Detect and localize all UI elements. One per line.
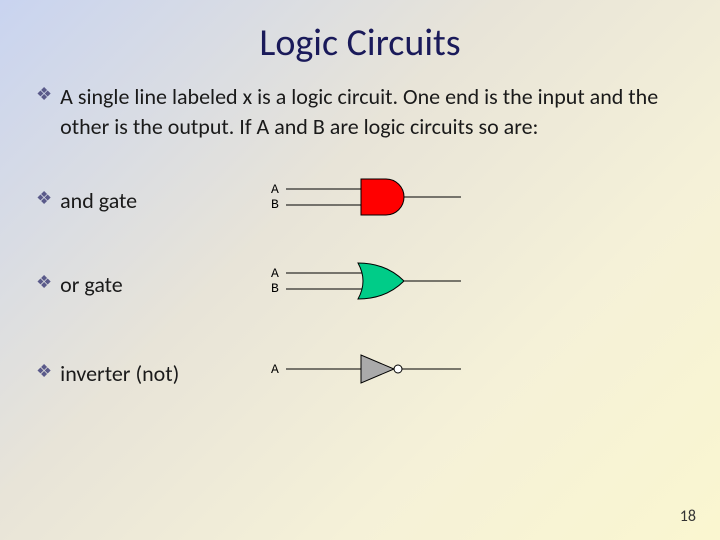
and-gate-label-wrap: ❖ and gate — [36, 186, 266, 216]
or-gate-body — [358, 263, 404, 299]
intro-text: A single line labeled x is a logic circu… — [60, 82, 684, 141]
and-gate-icon: A B — [266, 175, 496, 225]
and-gate-row: ❖ and gate A B — [36, 175, 684, 225]
and-input-b: B — [271, 197, 279, 212]
not-gate-body — [361, 355, 394, 383]
or-gate-label-wrap: ❖ or gate — [36, 270, 266, 300]
not-gate-label-wrap: ❖ inverter (not) — [36, 359, 266, 389]
intro-bullet: ❖ A single line labeled x is a logic cir… — [36, 82, 684, 141]
not-input-a: A — [271, 362, 279, 377]
or-input-a: A — [271, 266, 279, 281]
bullet-icon: ❖ — [36, 82, 52, 106]
bullet-icon: ❖ — [36, 270, 52, 294]
not-bubble-icon — [394, 365, 402, 373]
page-title: Logic Circuits — [36, 20, 684, 66]
not-gate-row: ❖ inverter (not) A — [36, 353, 684, 393]
and-gate-label: and gate — [60, 186, 137, 216]
not-gate-icon: A — [266, 353, 496, 393]
bullet-icon: ❖ — [36, 359, 52, 383]
or-gate-row: ❖ or gate A B — [36, 259, 684, 309]
or-gate-icon: A B — [266, 259, 496, 309]
and-gate-body — [361, 179, 404, 215]
or-input-b: B — [271, 281, 279, 296]
bullet-icon: ❖ — [36, 186, 52, 210]
page-number: 18 — [680, 507, 696, 526]
and-input-a: A — [271, 182, 279, 197]
not-gate-label: inverter (not) — [60, 359, 179, 389]
slide: Logic Circuits ❖ A single line labeled x… — [0, 0, 720, 540]
or-gate-label: or gate — [60, 270, 123, 300]
